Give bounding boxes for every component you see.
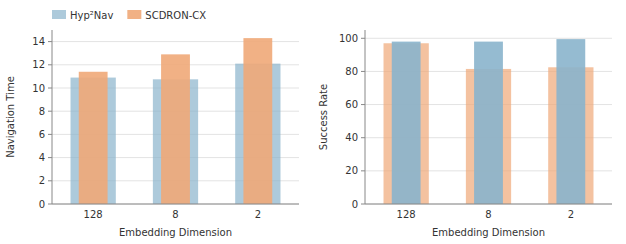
y-tick-label: 20 — [345, 165, 358, 176]
x-tick-label: 8 — [172, 209, 178, 220]
y-tick-label: 10 — [32, 83, 45, 94]
bar — [392, 42, 421, 204]
tick-mark — [48, 204, 52, 205]
figure: 0 2 4 6 8 10 12 14 128 8 2 Embedding Dimension Navig… — [0, 0, 626, 244]
y-tick-label: 100 — [339, 33, 358, 44]
y-axis-line — [52, 30, 53, 204]
y-tick-label: 8 — [39, 106, 45, 117]
x-tick-label: 128 — [397, 209, 416, 220]
y-tick-label: 0 — [39, 199, 45, 210]
legend-swatch — [127, 10, 141, 19]
y-tick-label: 80 — [345, 66, 358, 77]
bar — [243, 38, 272, 204]
legend-label: SCDRON-CX — [145, 10, 206, 21]
y-axis-line — [365, 30, 366, 204]
x-axis-line — [52, 204, 299, 205]
bar — [556, 39, 585, 204]
bar — [161, 54, 190, 204]
x-tick-label: 8 — [485, 209, 491, 220]
y-tick-label: 40 — [345, 132, 358, 143]
y-tick-label: 4 — [39, 152, 45, 163]
y-tick-label: 6 — [39, 129, 45, 140]
x-axis-label: Embedding Dimension — [432, 227, 545, 238]
tick-mark — [361, 71, 365, 72]
y-tick-label: 12 — [32, 59, 45, 70]
grid-line — [365, 204, 612, 205]
bar — [474, 42, 503, 204]
x-tick-label: 2 — [255, 209, 261, 220]
y-axis-label: Navigation Time — [5, 76, 16, 158]
tick-mark — [48, 111, 52, 112]
y-tick-label: 2 — [39, 175, 45, 186]
y-tick-label: 14 — [32, 36, 45, 47]
x-tick-label: 2 — [568, 209, 574, 220]
grid-line — [52, 204, 299, 205]
y-tick-label: 0 — [352, 199, 358, 210]
y-tick-label: 60 — [345, 99, 358, 110]
bars — [384, 39, 594, 204]
x-axis-label: Embedding Dimension — [119, 227, 232, 238]
tick-mark — [48, 180, 52, 181]
tick-mark — [48, 64, 52, 65]
legend-swatch — [52, 10, 66, 19]
tick-mark — [48, 41, 52, 42]
tick-mark — [361, 38, 365, 39]
tick-mark — [48, 88, 52, 89]
x-axis-line — [365, 204, 612, 205]
tick-mark — [361, 170, 365, 171]
x-tick-label: 128 — [84, 209, 103, 220]
tick-mark — [48, 134, 52, 135]
bars — [71, 38, 281, 204]
grid-line — [365, 38, 612, 39]
tick-mark — [361, 204, 365, 205]
legend-label: Hyp²Nav — [70, 10, 113, 21]
y-axis-label: Success Rate — [318, 84, 329, 150]
tick-mark — [48, 157, 52, 158]
bar — [79, 72, 108, 204]
panel: 0 2 4 6 8 10 12 14 128 8 2 Embedding Dimension Navig… — [5, 10, 299, 239]
tick-mark — [361, 137, 365, 138]
legend: Hyp²Nav SCDRON-CX — [52, 10, 206, 21]
tick-mark — [361, 104, 365, 105]
panel: 0 20 40 60 80 100 128 8 2 Embedding Dimension Succ… — [318, 30, 612, 238]
